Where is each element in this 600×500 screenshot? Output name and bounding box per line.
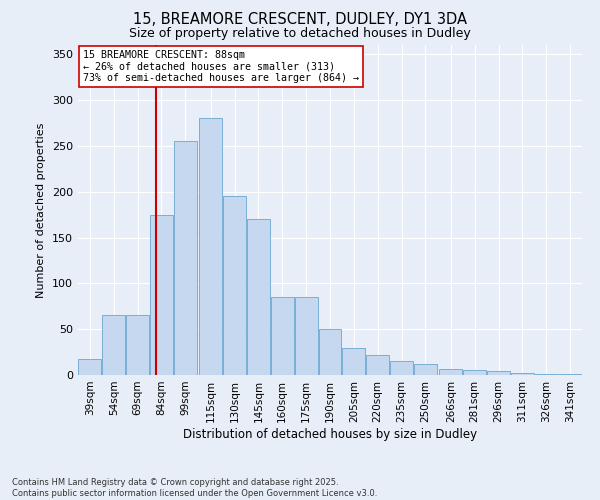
Bar — [366, 355, 389, 375]
Bar — [439, 368, 462, 375]
Bar — [414, 364, 437, 375]
Bar — [247, 219, 270, 375]
Bar — [463, 370, 486, 375]
Text: 15, BREAMORE CRESCENT, DUDLEY, DY1 3DA: 15, BREAMORE CRESCENT, DUDLEY, DY1 3DA — [133, 12, 467, 28]
Bar — [174, 141, 197, 375]
Bar — [559, 374, 581, 375]
Bar — [319, 329, 341, 375]
Bar — [223, 196, 246, 375]
Bar — [199, 118, 222, 375]
Bar — [271, 297, 294, 375]
Bar — [103, 316, 125, 375]
Text: Contains HM Land Registry data © Crown copyright and database right 2025.
Contai: Contains HM Land Registry data © Crown c… — [12, 478, 377, 498]
Bar — [535, 374, 557, 375]
Bar — [150, 214, 173, 375]
Bar — [511, 373, 534, 375]
Bar — [295, 297, 317, 375]
Text: 15 BREAMORE CRESCENT: 88sqm
← 26% of detached houses are smaller (313)
73% of se: 15 BREAMORE CRESCENT: 88sqm ← 26% of det… — [83, 50, 359, 83]
Text: Size of property relative to detached houses in Dudley: Size of property relative to detached ho… — [129, 28, 471, 40]
Bar — [390, 361, 413, 375]
Bar — [126, 316, 149, 375]
Bar — [79, 358, 101, 375]
X-axis label: Distribution of detached houses by size in Dudley: Distribution of detached houses by size … — [183, 428, 477, 440]
Bar — [343, 348, 365, 375]
Bar — [487, 372, 510, 375]
Y-axis label: Number of detached properties: Number of detached properties — [37, 122, 46, 298]
